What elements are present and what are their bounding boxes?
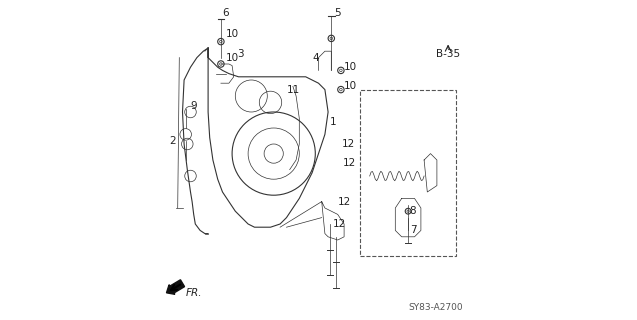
Text: 5: 5 — [334, 8, 341, 18]
Text: 12: 12 — [333, 219, 346, 229]
Text: 10: 10 — [225, 28, 239, 39]
Text: 10: 10 — [344, 81, 357, 92]
FancyArrow shape — [166, 280, 185, 294]
Text: 9: 9 — [190, 100, 197, 111]
Text: 12: 12 — [342, 139, 355, 149]
Text: 12: 12 — [343, 158, 355, 168]
Text: 6: 6 — [222, 8, 229, 18]
Text: 2: 2 — [169, 136, 176, 146]
Text: 12: 12 — [338, 196, 351, 207]
Text: 7: 7 — [410, 225, 417, 236]
Text: SY83-A2700: SY83-A2700 — [408, 303, 462, 312]
Text: 11: 11 — [287, 84, 300, 95]
Text: 3: 3 — [237, 49, 243, 60]
Text: 8: 8 — [410, 206, 417, 216]
Text: 10: 10 — [225, 52, 239, 63]
Text: 4: 4 — [312, 52, 318, 63]
Text: B-35: B-35 — [436, 49, 460, 60]
Text: FR.: FR. — [186, 288, 202, 298]
Text: 10: 10 — [344, 62, 357, 72]
Text: 1: 1 — [330, 116, 336, 127]
